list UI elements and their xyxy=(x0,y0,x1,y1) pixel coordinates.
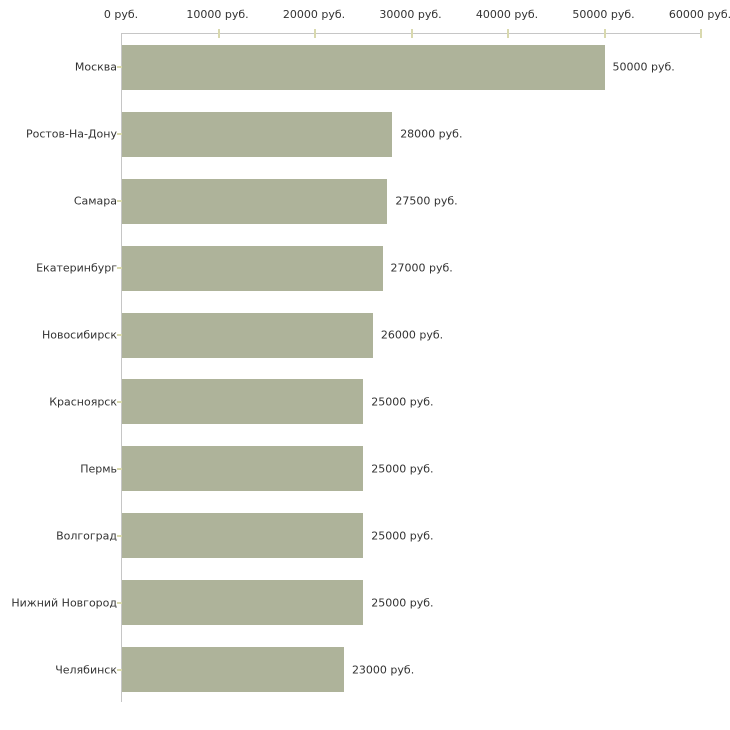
value-label: 23000 руб. xyxy=(351,663,415,677)
bar[interactable] xyxy=(122,647,344,693)
bar-row: Нижний Новгород 25000 руб. xyxy=(11,580,700,626)
bar[interactable] xyxy=(122,44,605,90)
bar-row: Самара 27500 руб. xyxy=(74,178,700,224)
category-label: Пермь xyxy=(80,462,117,476)
y-axis-tick-mark xyxy=(117,334,122,337)
bar[interactable] xyxy=(122,580,364,626)
y-axis-tick-mark xyxy=(117,400,122,403)
value-label: 28000 руб. xyxy=(400,127,463,141)
y-axis-tick-mark xyxy=(117,133,122,136)
bar[interactable] xyxy=(122,111,393,157)
category-label: Новосибирск xyxy=(41,328,117,342)
value-label: 27000 руб. xyxy=(390,261,453,275)
x-axis-tick-label: 30000 руб. xyxy=(379,8,442,21)
bar[interactable] xyxy=(122,178,388,224)
y-axis-tick-mark xyxy=(117,601,122,604)
category-label: Нижний Новгород xyxy=(11,596,117,610)
category-label: Екатеринбург xyxy=(36,261,117,275)
x-axis-tick-mark xyxy=(314,29,316,38)
x-axis-tick-mark xyxy=(700,29,702,38)
value-label: 50000 руб. xyxy=(612,60,675,74)
bar-row: Москва 50000 руб. xyxy=(75,44,700,90)
bar-row: Волгоград 25000 руб. xyxy=(56,513,700,559)
bar[interactable] xyxy=(122,513,364,559)
value-label: 25000 руб. xyxy=(371,462,434,476)
bar-row: Красноярск 25000 руб. xyxy=(49,379,700,425)
y-axis-tick-mark xyxy=(117,267,122,270)
x-axis-tick-label: 60000 руб. xyxy=(668,8,730,21)
category-label: Красноярск xyxy=(49,395,117,409)
x-axis-tick-label: 0 руб. xyxy=(103,8,139,21)
y-axis-tick-mark xyxy=(117,467,122,470)
bar-row: Екатеринбург 27000 руб. xyxy=(36,245,700,291)
bar[interactable] xyxy=(122,245,383,291)
bar-row: Ростов-На-Дону 28000 руб. xyxy=(26,111,700,157)
value-label: 25000 руб. xyxy=(371,529,434,543)
y-axis-tick-mark xyxy=(117,534,122,537)
x-axis-tick-label: 10000 руб. xyxy=(186,8,249,21)
category-label: Волгоград xyxy=(56,529,117,543)
y-axis-tick-mark xyxy=(117,200,122,203)
value-label: 26000 руб. xyxy=(380,328,444,342)
bar-row: Новосибирск 26000 руб. xyxy=(42,312,700,358)
bar-row: Челябинск 23000 руб. xyxy=(55,647,700,693)
x-axis-tick-mark xyxy=(507,29,509,38)
x-axis-tick-label: 50000 руб. xyxy=(572,8,635,21)
value-label: 25000 руб. xyxy=(371,395,434,409)
category-label: Челябинск xyxy=(55,663,117,677)
bar[interactable] xyxy=(122,379,364,425)
category-label: Москва xyxy=(74,60,117,74)
value-label: 25000 руб. xyxy=(371,596,434,610)
x-axis-tick-mark xyxy=(217,29,220,38)
chart-plot-area: Москва 50000 руб. Ростов-На-Дону 28000 руб.… xyxy=(11,29,702,702)
y-axis-tick-mark xyxy=(117,66,122,69)
bar-row: Пермь 25000 руб. xyxy=(80,446,700,492)
y-axis-tick-mark xyxy=(117,668,122,671)
x-axis-tick-label: 40000 руб. xyxy=(475,8,539,21)
x-axis-tick-mark xyxy=(603,29,606,38)
bar[interactable] xyxy=(122,446,364,492)
value-label: 27500 руб. xyxy=(395,194,458,208)
category-label: Ростов-На-Дону xyxy=(25,127,117,141)
x-axis-tick-label: 20000 руб. xyxy=(282,8,346,21)
bar[interactable] xyxy=(122,312,373,358)
x-axis-tick-mark xyxy=(410,29,413,38)
category-label: Самара xyxy=(73,194,117,208)
